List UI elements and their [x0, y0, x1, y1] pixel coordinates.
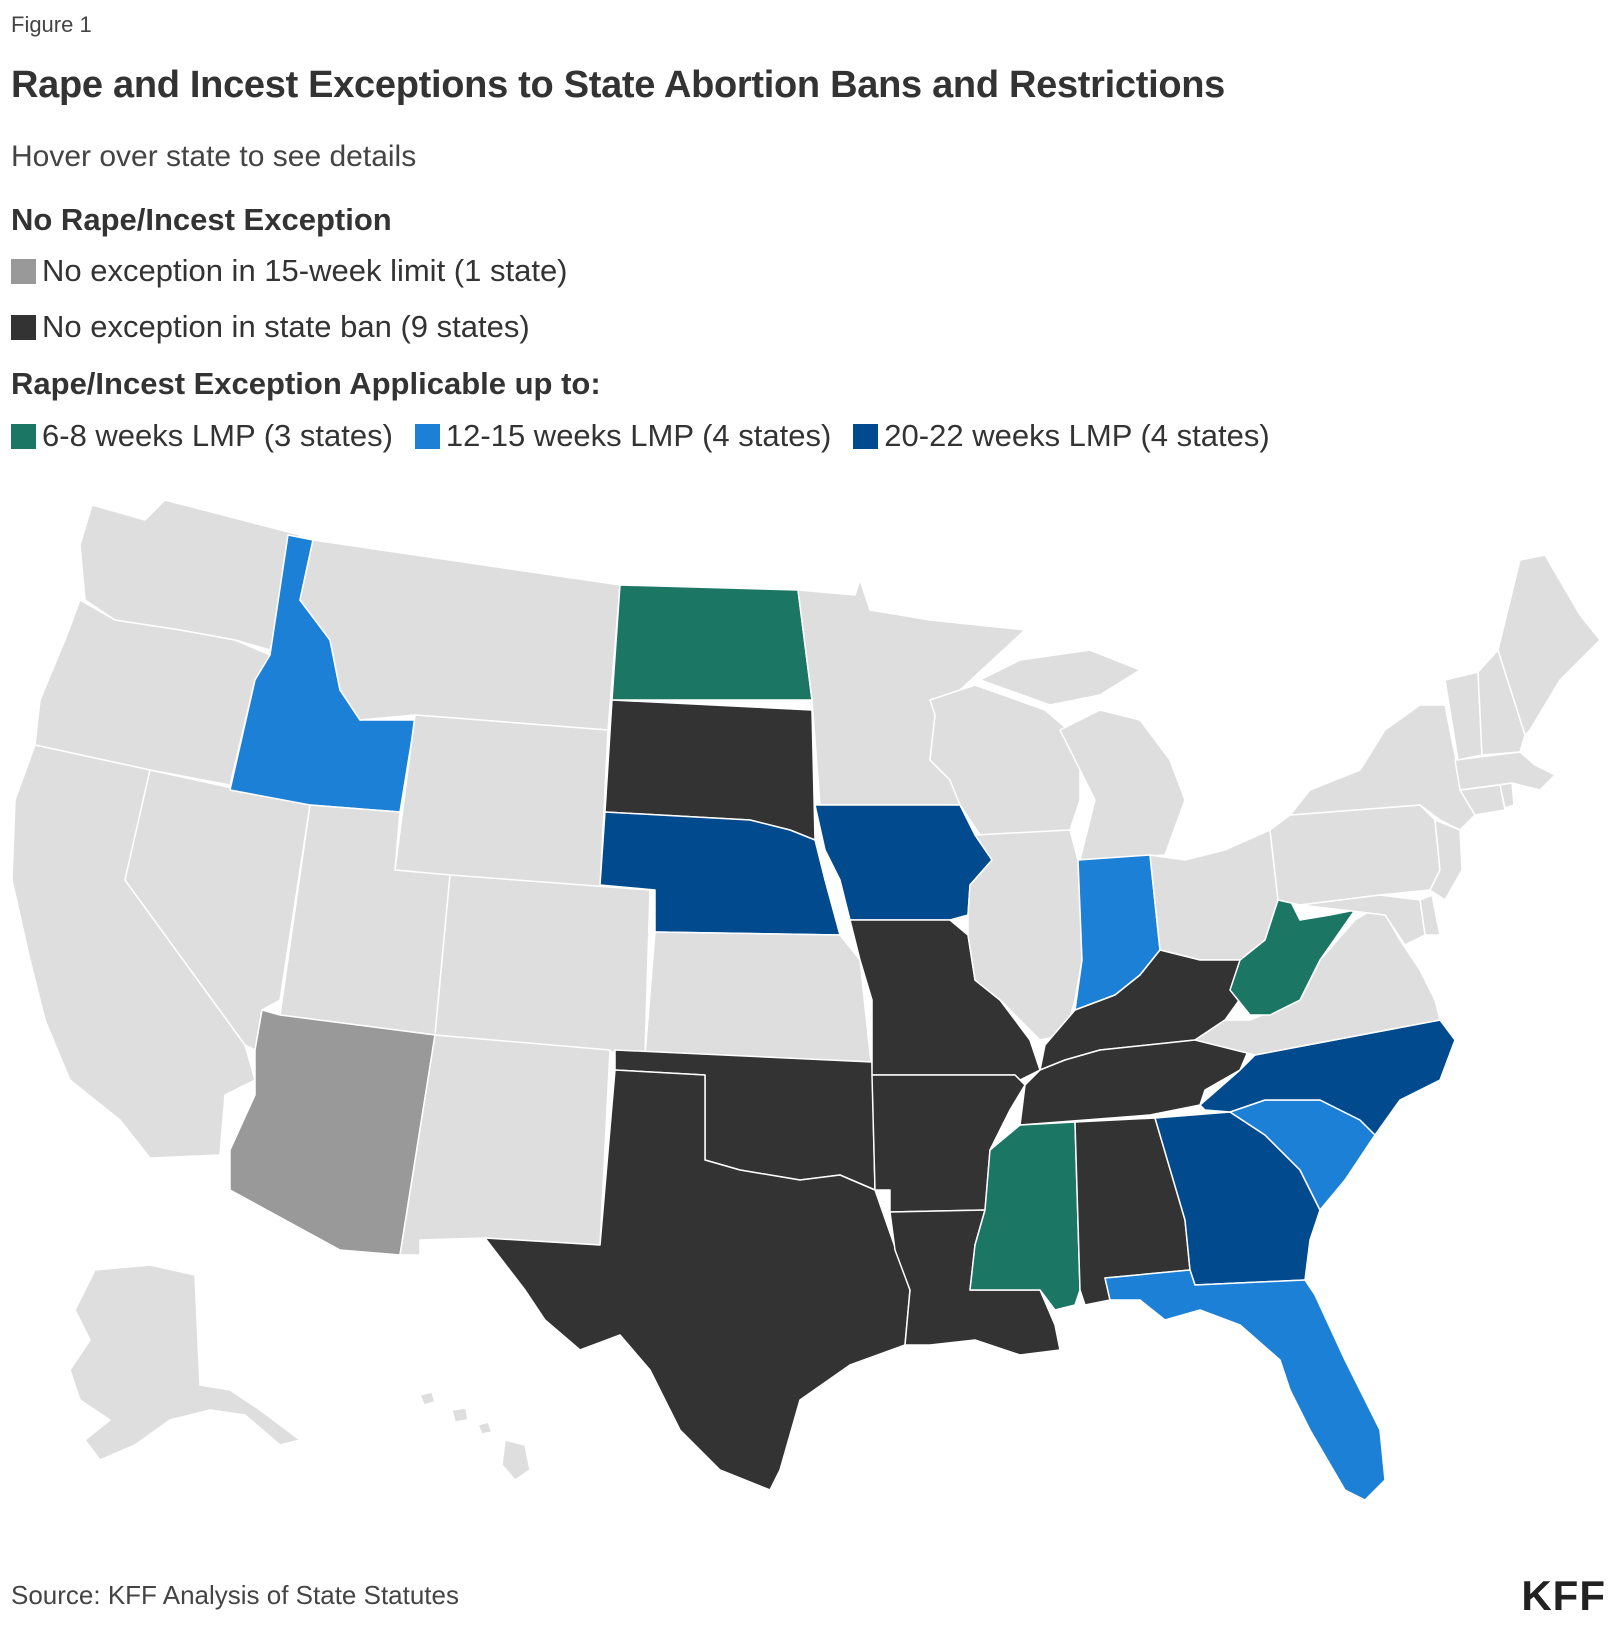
state-co[interactable]: [434, 874, 651, 1056]
chart-subtitle: Hover over state to see details: [11, 140, 417, 173]
state-ks[interactable]: [644, 931, 873, 1073]
figure-label: Figure 1: [11, 12, 92, 37]
source-note: Source: KFF Analysis of State Statutes: [11, 1580, 459, 1610]
state-md[interactable]: [1299, 894, 1426, 946]
legend-swatch: [11, 258, 36, 284]
legend-label: No exception in 15-week limit (1 state): [42, 253, 568, 288]
state-oh[interactable]: [1149, 829, 1279, 961]
legend-label: 20-22 weeks LMP (4 states): [884, 418, 1270, 453]
state-az[interactable]: [229, 1009, 436, 1256]
legend-label: 12-15 weeks LMP (4 states): [445, 418, 832, 453]
state-wy[interactable]: [394, 714, 609, 891]
legend-row-exceptions: 6-8 weeks LMP (3 states) 12-15 weeks LMP…: [11, 418, 1292, 454]
legend-label: 6-8 weeks LMP (3 states): [42, 418, 393, 453]
state-mt[interactable]: [299, 539, 621, 731]
state-pa[interactable]: [1269, 804, 1441, 906]
legend-swatch: [414, 423, 440, 449]
state-nh[interactable]: [1477, 649, 1526, 756]
state-hi[interactable]: [419, 1391, 531, 1481]
state-mi[interactable]: [979, 649, 1186, 861]
state-nj[interactable]: [1429, 819, 1463, 901]
legend-label: No exception in state ban (9 states): [42, 309, 530, 344]
state-fl[interactable]: [1104, 1269, 1386, 1501]
legend-item-12-15wk[interactable]: 12-15 weeks LMP (4 states): [414, 418, 832, 454]
state-ne[interactable]: [599, 811, 841, 936]
legend-swatch: [853, 423, 879, 449]
legend-swatch: [11, 314, 36, 340]
legend-item-no-15wk[interactable]: No exception in 15-week limit (1 state): [11, 253, 568, 289]
state-tn[interactable]: [1019, 1034, 1256, 1126]
state-nd[interactable]: [611, 584, 813, 701]
legend-swatch: [11, 423, 36, 449]
us-states-map: [11, 499, 1601, 1501]
state-me[interactable]: [1497, 554, 1601, 736]
state-ma[interactable]: [1454, 751, 1556, 791]
state-ak[interactable]: [69, 1264, 301, 1461]
legend-heading-no-exception: No Rape/Incest Exception: [11, 202, 392, 237]
state-tx[interactable]: [484, 1069, 911, 1491]
state-nm[interactable]: [399, 1034, 611, 1256]
legend-item-6-8wk[interactable]: 6-8 weeks LMP (3 states): [11, 418, 393, 454]
kff-logo: KFF: [1521, 1572, 1606, 1619]
legend-item-20-22wk[interactable]: 20-22 weeks LMP (4 states): [853, 418, 1270, 454]
state-ia[interactable]: [814, 804, 993, 921]
legend-item-no-ban[interactable]: No exception in state ban (9 states): [11, 309, 530, 345]
legend-heading-exception: Rape/Incest Exception Applicable up to:: [11, 366, 601, 401]
chart-title: Rape and Incest Exceptions to State Abor…: [11, 64, 1226, 106]
state-ny[interactable]: [1289, 704, 1476, 831]
